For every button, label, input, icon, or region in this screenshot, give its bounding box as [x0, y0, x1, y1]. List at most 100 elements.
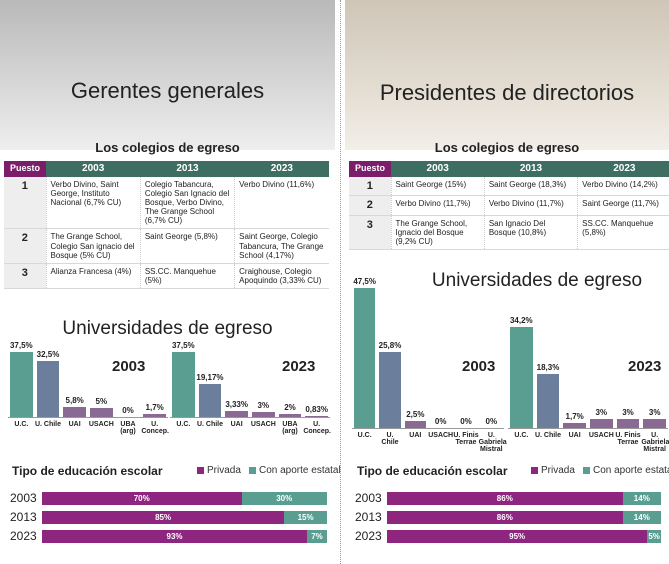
- school-cell: Saint George (15%): [391, 177, 484, 196]
- legend-label: Privada: [541, 465, 575, 476]
- segment-label: 86%: [387, 494, 623, 503]
- section-title: Los colegios de egreso: [0, 140, 335, 155]
- chart-year: 2003: [462, 358, 495, 375]
- header-cell: 2023: [235, 161, 329, 177]
- header-cell: Puesto: [349, 161, 391, 177]
- header-cell: 2003: [391, 161, 484, 177]
- bar: [405, 421, 426, 428]
- category-label: U. Concep.: [303, 421, 330, 435]
- section-title: Universidades de egreso: [0, 318, 335, 340]
- category-label: U. Finis Terrae: [615, 432, 642, 446]
- chart-year: 2023: [282, 358, 315, 375]
- category-label: USACH: [588, 432, 615, 439]
- segment-label: 14%: [623, 494, 661, 503]
- category-label: U. Concep.: [141, 421, 168, 435]
- divider: [340, 0, 341, 564]
- bar-value-label: 37,5%: [168, 341, 199, 350]
- bar: [199, 384, 222, 417]
- rank-cell: 1: [349, 177, 391, 196]
- category-label: U. Finis Terrae: [453, 432, 478, 446]
- category-label: UBA (arg): [277, 421, 304, 435]
- segment-label: 15%: [284, 513, 327, 522]
- schools-table: Puesto2003201320231Verbo Divino, Saint G…: [4, 161, 329, 289]
- bar: [279, 414, 302, 417]
- category-label: U. Chile: [377, 432, 402, 446]
- school-cell: San Ignacio Del Bosque (10,8%): [484, 215, 577, 250]
- section-title: Tipo de educación escolar: [357, 464, 508, 478]
- category-label: U.C.: [352, 432, 377, 439]
- section-title: Universidades de egreso: [405, 270, 669, 292]
- category-label: U.C.: [508, 432, 535, 439]
- category-label: USACH: [250, 421, 277, 428]
- segment-label: 93%: [42, 532, 307, 541]
- school-cell: Craighouse, Colegio Apoquindo (3,33% CU): [235, 264, 329, 289]
- category-label: USACH: [428, 432, 453, 439]
- legend-swatch: [249, 467, 256, 474]
- rank-cell: 2: [349, 196, 391, 216]
- segment-label: 7%: [307, 532, 327, 541]
- school-cell: The Grange School, Colegio San ignacio d…: [46, 229, 140, 264]
- schools-table: Puesto2003201320231Saint George (15%)Sai…: [349, 161, 669, 250]
- bar-value-label: 0%: [477, 417, 506, 426]
- baseline: [508, 428, 668, 429]
- chart-year: 2023: [628, 358, 661, 375]
- school-cell: Verbo Divino (11,7%): [484, 196, 577, 216]
- bar-value-label: 0,83%: [301, 405, 332, 414]
- school-cell: Verbo Divino (11,6%): [235, 177, 329, 229]
- segment-label: 14%: [623, 513, 661, 522]
- bar: [563, 423, 586, 428]
- photo-background: [0, 0, 335, 150]
- bar: [225, 411, 248, 417]
- school-cell: SS.CC. Manquehue (5,8%): [578, 215, 669, 250]
- bar-value-label: 19,17%: [195, 373, 226, 382]
- category-label: U. Gabriela Mistral: [641, 432, 668, 453]
- segment-label: 5%: [647, 532, 661, 541]
- row-year: 2003: [10, 491, 37, 505]
- school-cell: Verbo Divino (11,7%): [391, 196, 484, 216]
- category-label: USACH: [88, 421, 115, 428]
- bar: [537, 374, 560, 428]
- segment-label: 30%: [242, 494, 328, 503]
- bar: [354, 288, 375, 428]
- table-row: 3The Grange School, Ignacio del Bosque (…: [349, 215, 669, 250]
- rank-cell: 3: [349, 215, 391, 250]
- baseline: [352, 428, 504, 429]
- legend-swatch: [583, 467, 590, 474]
- school-cell: Saint George (18,3%): [484, 177, 577, 196]
- panel-title: Presidentes de directorios: [345, 80, 669, 106]
- bar-value-label: 34,2%: [506, 316, 537, 325]
- row-year: 2023: [10, 529, 37, 543]
- bar-value-label: 18,3%: [533, 363, 564, 372]
- section-title: Los colegios de egreso: [345, 140, 669, 155]
- bar: [63, 407, 86, 417]
- category-label: U. Chile: [535, 432, 562, 439]
- category-label: UBA (arg): [115, 421, 142, 435]
- category-label: U. Chile: [35, 421, 62, 428]
- legend-swatch: [197, 467, 204, 474]
- chart-year: 2003: [112, 358, 145, 375]
- infographic: Gerentes generalesLos colegios de egreso…: [0, 0, 669, 564]
- category-label: UAI: [223, 421, 250, 428]
- table-row: 1Verbo Divino, Saint George, Instituto N…: [4, 177, 329, 229]
- rank-cell: 3: [4, 264, 46, 289]
- category-label: UAI: [561, 432, 588, 439]
- category-label: U.C.: [170, 421, 197, 428]
- header-cell: Puesto: [4, 161, 46, 177]
- segment-label: 95%: [387, 532, 647, 541]
- bar-value-label: 3%: [639, 408, 669, 417]
- baseline: [8, 417, 168, 418]
- bar-value-label: 25,8%: [375, 341, 404, 350]
- row-year: 2023: [355, 529, 382, 543]
- bar: [617, 419, 640, 428]
- bar: [143, 414, 166, 417]
- bar-value-label: 5%: [86, 397, 117, 406]
- category-label: UAI: [403, 432, 428, 439]
- school-cell: SS.CC. Manquehue (5%): [140, 264, 234, 289]
- header-cell: 2003: [46, 161, 140, 177]
- legend-label: Con aporte estatal: [593, 465, 669, 476]
- rank-cell: 2: [4, 229, 46, 264]
